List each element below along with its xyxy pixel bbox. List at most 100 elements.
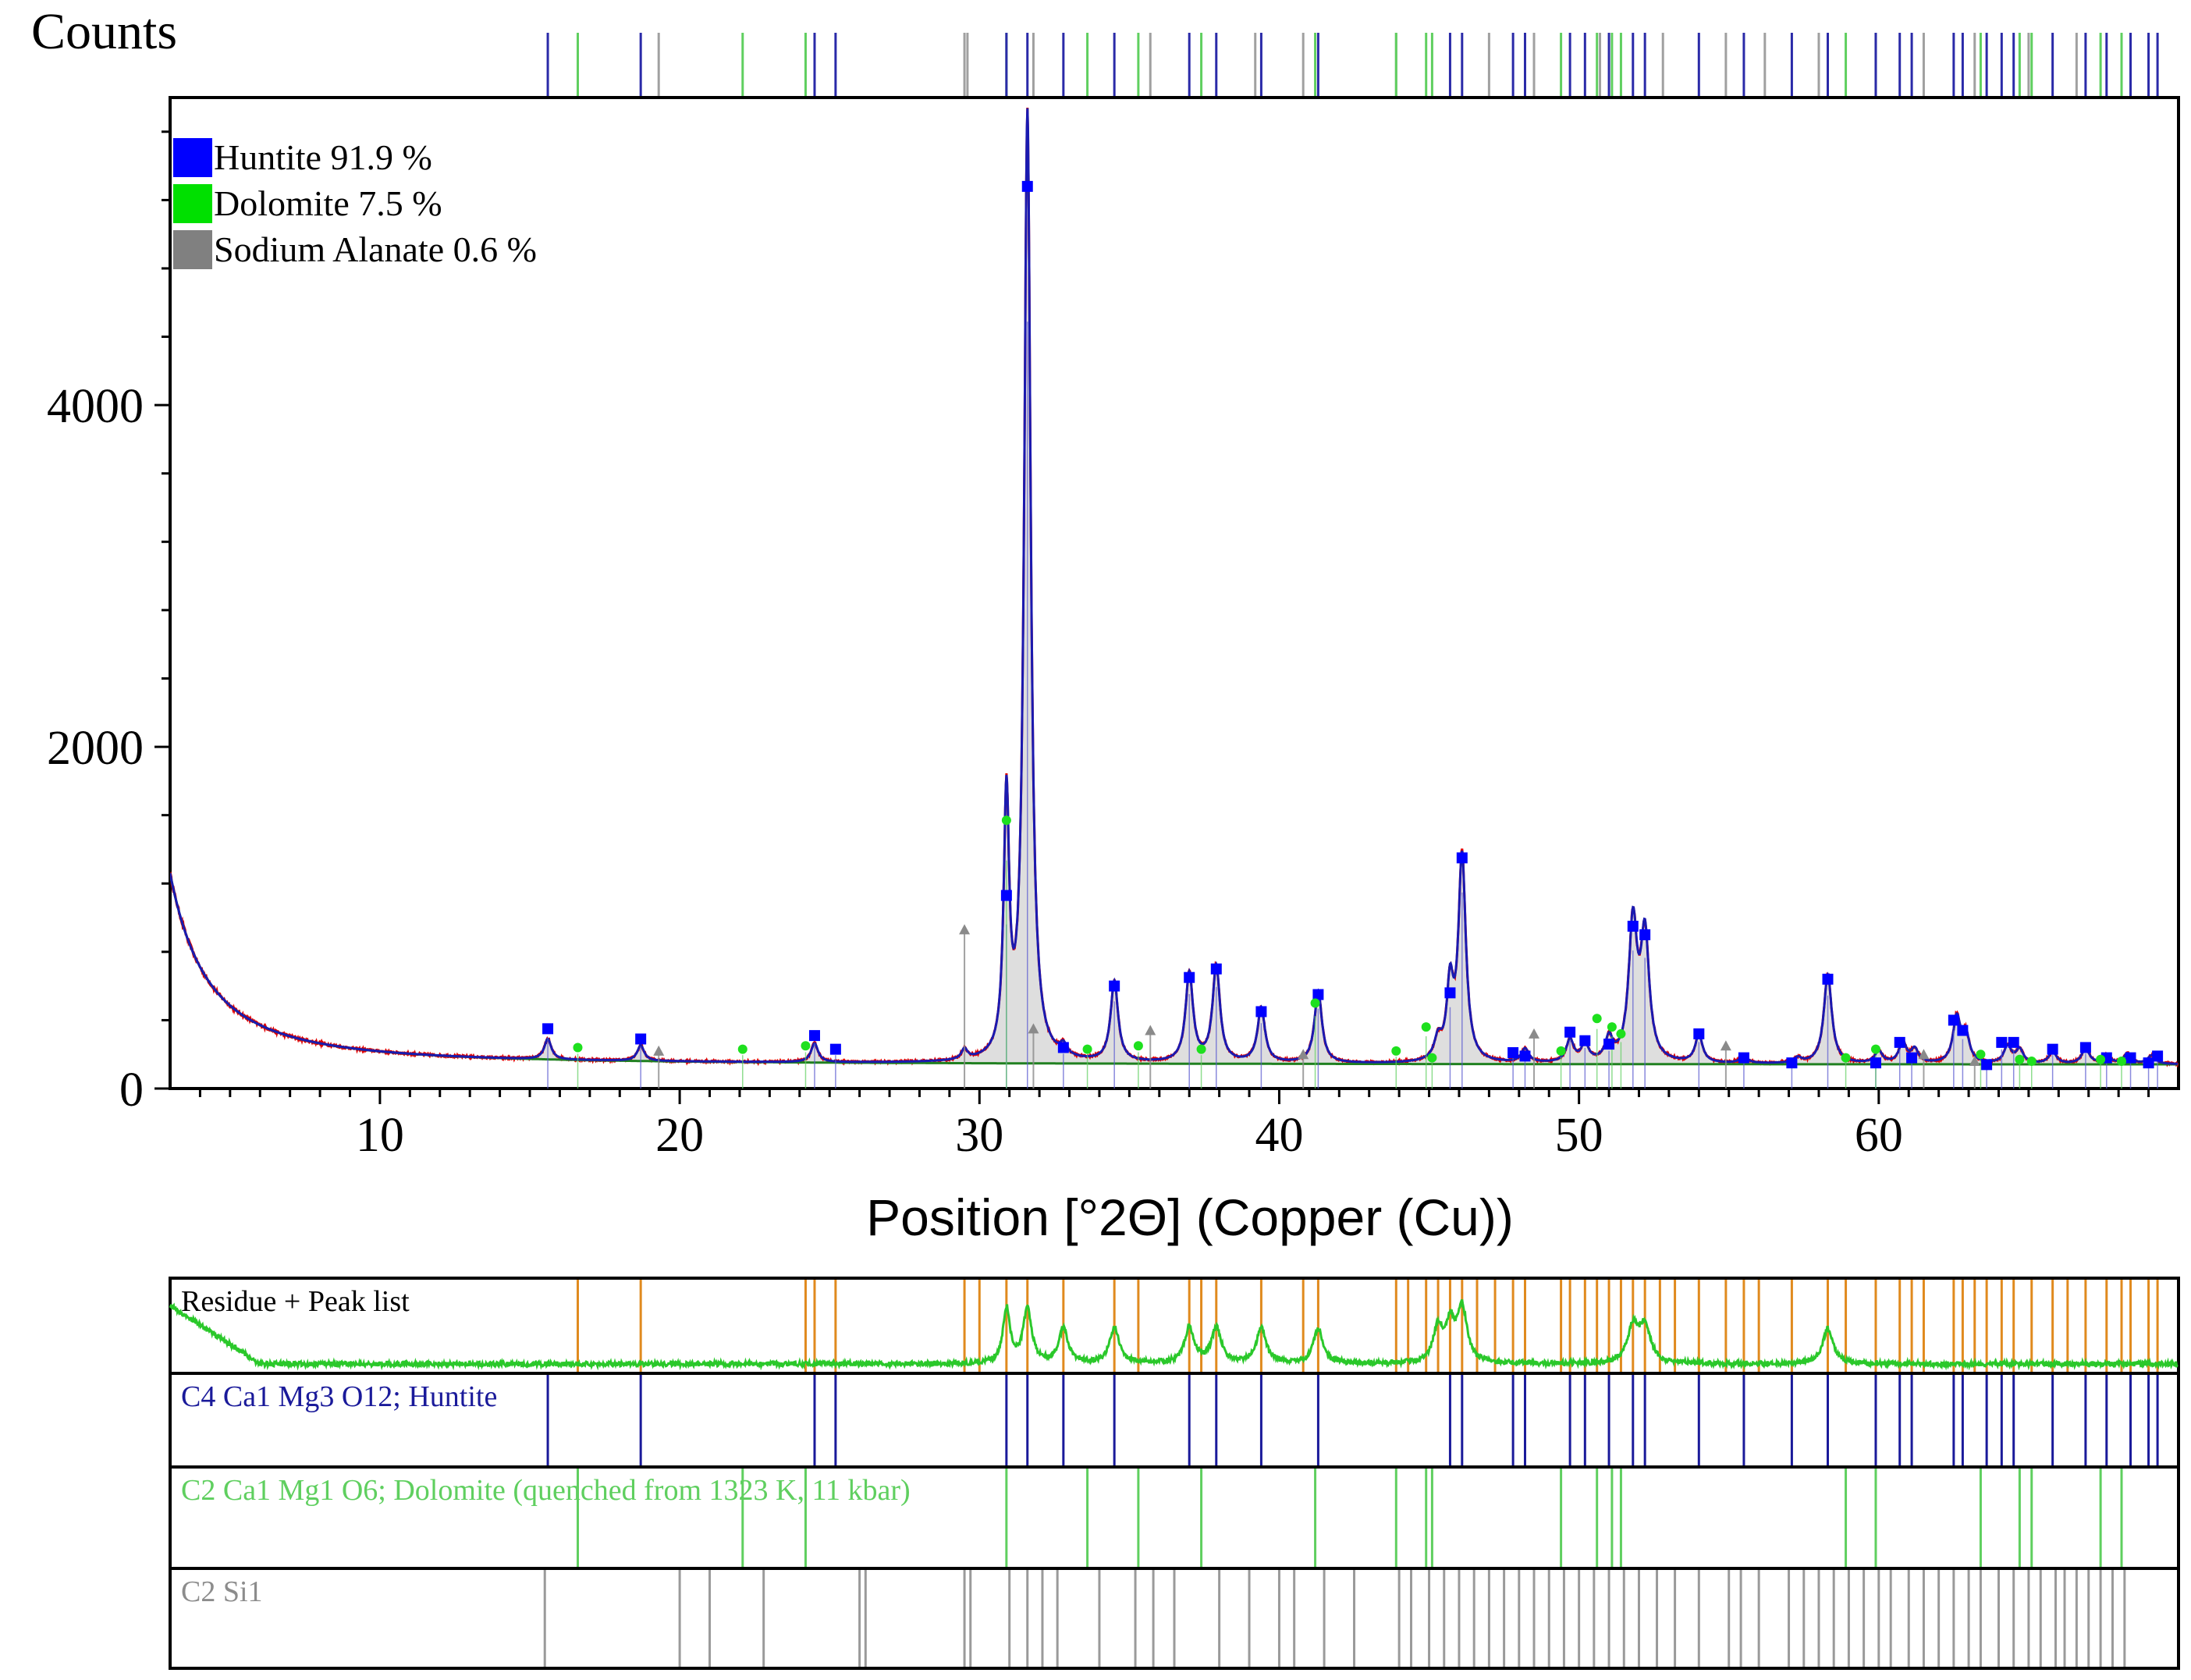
legend-swatch-2	[173, 230, 212, 269]
legend: Huntite 91.9 % Dolomite 7.5 % Sodium Alana…	[173, 137, 537, 269]
panel-3: C2 Si1	[169, 1567, 2180, 1670]
huntite-marker-19	[1627, 920, 1639, 932]
huntite-marker-26	[1894, 1036, 1905, 1048]
huntite-marker-16	[1564, 1026, 1576, 1038]
huntite-marker-23	[1786, 1057, 1798, 1069]
alanate-marker-3	[1145, 1025, 1156, 1035]
huntite-marker-12	[1444, 987, 1456, 999]
curves-group	[170, 107, 2179, 1089]
alanate-marker-5	[1529, 1028, 1540, 1039]
y-tick-label-2000: 2000	[47, 722, 144, 775]
dolomite-marker-6	[1196, 1044, 1206, 1054]
x-axis-title: Position [°2Θ] (Copper (Cu))	[866, 1188, 1514, 1246]
panel-2: C2 Ca1 Mg1 O6; Dolomite (quenched from 1…	[169, 1465, 2180, 1570]
dolomite-marker-14	[1616, 1028, 1626, 1039]
huntite-marker-24	[1822, 973, 1834, 985]
huntite-marker-6	[1057, 1042, 1069, 1053]
panel-1: C4 Ca1 Mg3 O12; Huntite	[169, 1372, 2180, 1469]
huntite-marker-27	[1906, 1052, 1918, 1064]
x-tick-label-60: 60	[1855, 1109, 1903, 1162]
main-plot-frame	[169, 96, 2180, 1090]
x-tick-label-20: 20	[655, 1109, 704, 1162]
dolomite-marker-21	[2117, 1056, 2127, 1066]
huntite-marker-0	[542, 1023, 554, 1035]
dolomite-marker-18	[2015, 1054, 2025, 1064]
huntite-marker-5	[1021, 180, 1033, 192]
huntite-marker-20	[1639, 929, 1651, 940]
legend-label-1: Dolomite 7.5 %	[214, 183, 442, 223]
legend-label-2: Sodium Alanate 0.6 %	[214, 229, 537, 269]
dolomite-marker-9	[1421, 1022, 1431, 1032]
huntite-marker-28	[1948, 1014, 1959, 1026]
alanate-marker-6	[1720, 1040, 1731, 1051]
dolomite-marker-4	[1082, 1044, 1092, 1054]
huntite-marker-13	[1456, 852, 1468, 864]
residue-curve	[169, 1298, 2179, 1371]
huntite-marker-25	[1870, 1057, 1881, 1069]
huntite-marker-31	[1996, 1036, 2008, 1048]
dolomite-marker-19	[2026, 1056, 2037, 1066]
legend-label-0: Huntite 91.9 %	[214, 137, 432, 177]
dolomite-marker-1	[737, 1044, 747, 1054]
alanate-marker-8	[1969, 1055, 1980, 1066]
dolomite-marker-0	[573, 1042, 583, 1053]
alanate-marker-2	[1028, 1023, 1039, 1034]
dolomite-marker-3	[1001, 815, 1011, 826]
panel-frame-1	[169, 1372, 2180, 1469]
dolomite-marker-13	[1607, 1022, 1617, 1032]
dolomite-marker-7	[1310, 998, 1320, 1008]
dolomite-marker-10	[1427, 1053, 1437, 1063]
legend-swatch-0	[173, 138, 212, 177]
huntite-marker-1	[635, 1033, 647, 1045]
axes-group: 10 20 30 40 50 60 0 2000 4000 Counts Position [°2Θ…	[31, 3, 2150, 1246]
panel-label-1: C4 Ca1 Mg3 O12; Huntite	[181, 1380, 497, 1413]
dolomite-marker-2	[801, 1041, 811, 1051]
x-tick-label-50: 50	[1555, 1109, 1603, 1162]
y-axis-title: Counts	[31, 3, 177, 60]
panel-label-3: C2 Si1	[181, 1575, 263, 1608]
huntite-marker-8	[1184, 971, 1195, 983]
huntite-marker-33	[2047, 1043, 2058, 1055]
x-tick-label-40: 40	[1255, 1109, 1303, 1162]
alanate-marker-1	[959, 924, 971, 935]
huntite-marker-9	[1210, 963, 1222, 975]
huntite-marker-11	[1312, 989, 1324, 1000]
panel-label-2: C2 Ca1 Mg1 O6; Dolomite (quenched from 1…	[181, 1474, 911, 1507]
background-line	[170, 872, 2179, 1066]
huntite-marker-21	[1693, 1028, 1705, 1039]
alanate-marker-0	[653, 1045, 665, 1056]
y-tick-label-4000: 4000	[47, 380, 144, 433]
huntite-marker-3	[829, 1043, 841, 1055]
alanate-marker-4	[1298, 1049, 1309, 1060]
huntite-marker-32	[2008, 1036, 2019, 1048]
huntite-marker-34	[2079, 1042, 2091, 1053]
y-tick-label-0: 0	[119, 1064, 144, 1117]
huntite-marker-17	[1579, 1035, 1591, 1046]
huntite-marker-14	[1507, 1047, 1519, 1059]
huntite-marker-36	[2125, 1052, 2136, 1064]
x-tick-label-10: 10	[356, 1109, 404, 1162]
huntite-marker-29	[1957, 1025, 1969, 1036]
legend-swatch-1	[173, 184, 212, 223]
alanate-marker-7	[1918, 1049, 1930, 1060]
huntite-marker-30	[1981, 1059, 1993, 1071]
dolomite-marker-17	[1976, 1050, 1986, 1060]
x-tick-label-30: 30	[955, 1109, 1003, 1162]
dolomite-marker-5	[1133, 1041, 1143, 1051]
panel-label-0: Residue + Peak list	[181, 1285, 410, 1318]
top-reference-sticks	[546, 33, 2159, 98]
huntite-marker-4	[1000, 890, 1012, 901]
huntite-marker-2	[808, 1030, 820, 1042]
dolomite-marker-11	[1556, 1046, 1566, 1056]
huntite-marker-22	[1738, 1052, 1749, 1064]
huntite-marker-7	[1109, 980, 1120, 992]
dolomite-marker-15	[1841, 1053, 1851, 1063]
panel-0: Residue + Peak list	[169, 1277, 2180, 1375]
dolomite-marker-20	[2096, 1054, 2106, 1064]
huntite-marker-18	[1603, 1039, 1615, 1050]
dolomite-marker-12	[1592, 1014, 1602, 1024]
huntite-marker-37	[2143, 1057, 2154, 1069]
huntite-marker-10	[1255, 1006, 1267, 1018]
dolomite-marker-8	[1391, 1046, 1401, 1056]
